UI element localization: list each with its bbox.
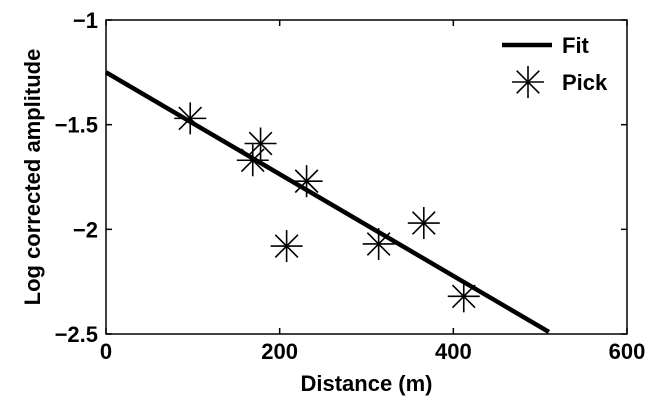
fit-layer	[104, 70, 550, 334]
y-tick-label: −2	[73, 217, 98, 242]
pick-point	[244, 127, 277, 160]
axes-frame	[105, 19, 628, 335]
pick-point	[174, 102, 207, 135]
ticks-layer: 0 200 400 600 −2.5 −2 −1.5 −1	[55, 8, 646, 364]
pick-point	[362, 227, 395, 260]
y-tick-label: −1	[73, 8, 98, 33]
fit-line	[104, 70, 550, 334]
legend-pick-asterisk	[512, 66, 544, 98]
legend: Fit Pick	[502, 33, 608, 98]
legend-pick-marker	[512, 66, 544, 98]
legend-pick-label: Pick	[562, 70, 608, 95]
y-axis-label: Log corrected amplitude	[20, 49, 45, 306]
y-tick-label: −1.5	[55, 113, 98, 138]
x-tick-label: 0	[100, 339, 112, 364]
y-tick-label: −2.5	[55, 322, 98, 347]
x-axis-label: Distance (m)	[300, 371, 432, 396]
x-tick-label: 200	[261, 339, 298, 364]
x-tick-label: 400	[435, 339, 472, 364]
points-layer	[174, 102, 480, 313]
pick-point	[447, 280, 480, 313]
pick-point	[290, 165, 323, 198]
pick-point	[236, 144, 269, 177]
x-tick-label: 600	[609, 339, 646, 364]
legend-fit-label: Fit	[562, 33, 590, 58]
pick-point	[407, 207, 440, 240]
plot-area	[104, 19, 628, 335]
pick-point	[270, 230, 303, 263]
